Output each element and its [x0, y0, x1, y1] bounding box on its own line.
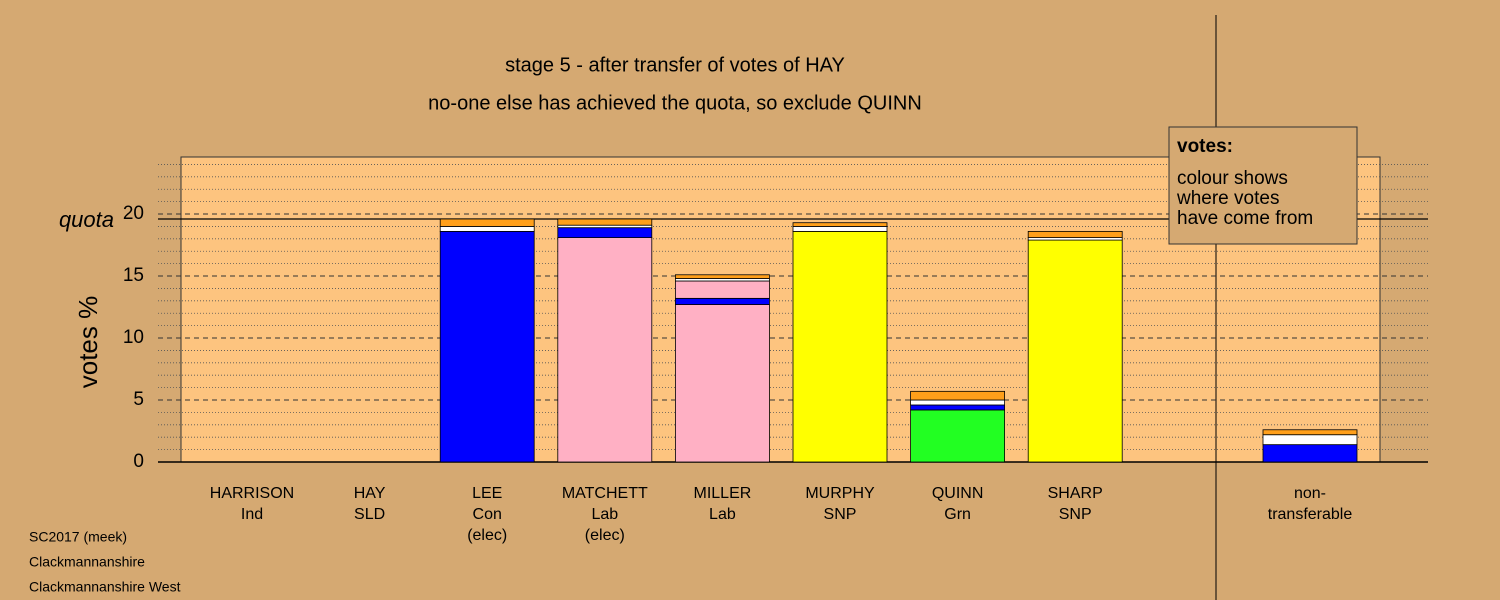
x-tick-label: HAY — [354, 485, 386, 502]
x-tick-label: Lab — [709, 506, 736, 523]
footer-text: SC2017 (meek) — [29, 529, 127, 545]
x-tick-label: SHARP — [1048, 485, 1103, 502]
x-tick-label: SLD — [354, 506, 385, 523]
bar-segment — [910, 390, 1005, 401]
bar-segment — [439, 230, 535, 463]
bar-segment — [792, 230, 888, 463]
chart-title: stage 5 - after transfer of votes of HAY — [505, 54, 845, 76]
quota-label: quota — [59, 207, 114, 232]
x-tick-label: transferable — [1268, 506, 1353, 523]
bar-segment — [675, 304, 770, 463]
bar-segment — [1027, 239, 1123, 463]
x-tick-label: SNP — [1059, 506, 1092, 523]
bar-segment — [439, 226, 535, 232]
bar-segment — [675, 280, 770, 299]
y-tick-label: 5 — [133, 389, 144, 410]
x-tick-label: (elec) — [467, 527, 507, 544]
y-tick-label: 15 — [123, 265, 144, 286]
x-tick-label: QUINN — [932, 485, 984, 502]
x-tick-label: Lab — [591, 506, 618, 523]
bar-segment — [1262, 434, 1358, 446]
bar-segment — [1027, 230, 1123, 238]
bar-segment — [557, 227, 653, 238]
bar-segment — [792, 222, 888, 227]
legend-title: votes: — [1177, 136, 1233, 157]
bar-segment — [557, 237, 653, 463]
bar-segment — [910, 409, 1005, 463]
chart-subtitle: no-one else has achieved the quota, so e… — [428, 92, 922, 114]
x-tick-label: non- — [1294, 485, 1326, 502]
bar-segment — [910, 404, 1005, 411]
bar-segment — [1262, 429, 1358, 436]
x-tick-label: Grn — [944, 506, 971, 523]
x-tick-label: SNP — [824, 506, 857, 523]
x-tick-label: LEE — [472, 485, 502, 502]
bar-segment — [675, 274, 770, 279]
x-tick-label: MATCHETT — [562, 485, 648, 502]
bar-segment — [910, 399, 1005, 406]
x-tick-label: HARRISON — [210, 485, 294, 502]
bar-segment — [439, 218, 535, 227]
x-tick-label: (elec) — [585, 527, 625, 544]
legend-text: colour shows — [1177, 168, 1288, 189]
y-tick-label: 10 — [123, 327, 144, 348]
x-tick-label: Ind — [241, 506, 263, 523]
bar-segment — [1262, 444, 1358, 463]
x-tick-label: MURPHY — [805, 485, 875, 502]
x-tick-label: MILLER — [694, 485, 752, 502]
footer-text: Clackmannanshire West — [29, 579, 181, 595]
y-axis-label: votes % — [73, 296, 103, 389]
legend-text: where votes — [1176, 188, 1279, 209]
x-tick-label: Con — [473, 506, 502, 523]
bar-segment — [675, 297, 770, 305]
bar-segment — [792, 226, 888, 232]
y-tick-label: 0 — [133, 451, 144, 472]
legend-box — [1168, 126, 1358, 245]
y-tick-label: 20 — [123, 203, 144, 224]
footer-text: Clackmannanshire — [29, 554, 145, 570]
legend-text: have come from — [1177, 208, 1313, 229]
bar-segment — [557, 218, 653, 226]
